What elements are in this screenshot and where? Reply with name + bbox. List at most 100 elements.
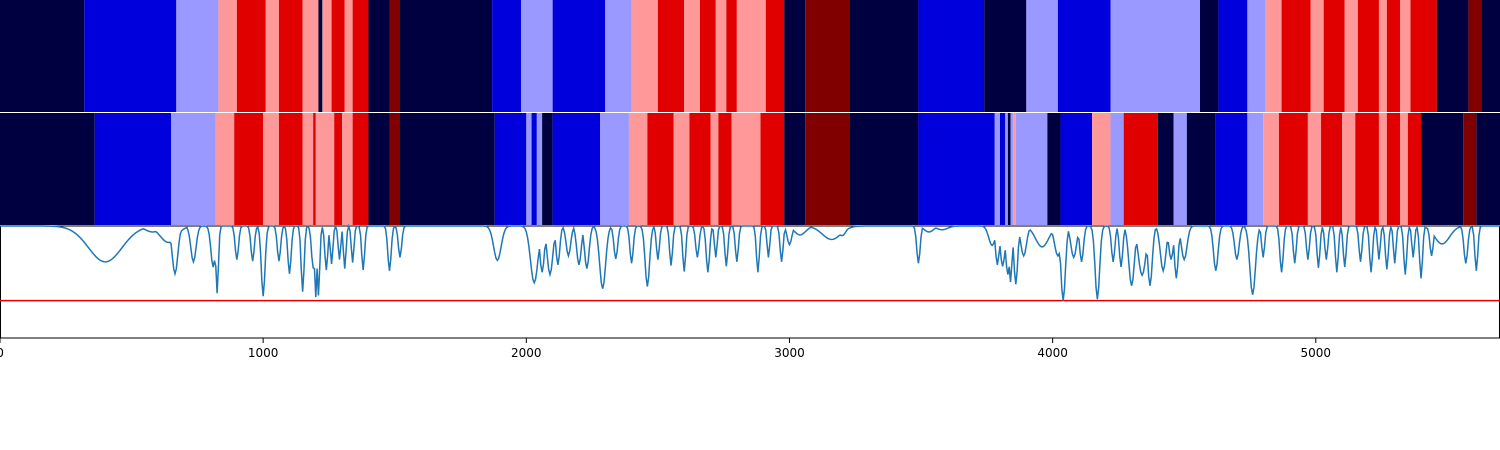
heat-segment <box>1386 0 1400 112</box>
heat-segment <box>1047 113 1061 225</box>
heat-segment <box>400 113 495 225</box>
heat-segment <box>1010 113 1014 225</box>
heat-segment <box>302 0 319 112</box>
heat-segment <box>689 113 711 225</box>
heat-segment <box>302 113 314 225</box>
heat-segment <box>400 0 493 112</box>
heat-segment <box>1013 113 1016 225</box>
heat-segment <box>389 0 400 112</box>
heat-segment <box>1378 0 1387 112</box>
heat-segment <box>1310 0 1324 112</box>
heat-segment <box>1026 0 1058 112</box>
heat-segment <box>278 113 303 225</box>
line-panel-frame <box>0 225 1500 339</box>
heat-segment <box>1400 113 1408 225</box>
heatmap-row-top <box>0 0 1500 112</box>
heat-segment <box>1355 113 1379 225</box>
x-tick-label: 5000 <box>1301 346 1332 360</box>
heat-segment <box>731 113 761 225</box>
heat-segment <box>0 113 95 225</box>
heat-segment <box>684 0 700 112</box>
heat-segment <box>171 113 216 225</box>
heat-segment <box>647 113 674 225</box>
heat-segment <box>494 113 527 225</box>
heat-segment <box>657 0 685 112</box>
heat-segment <box>234 113 264 225</box>
heat-segment <box>1247 113 1264 225</box>
heat-segment <box>1110 0 1200 112</box>
heat-segment <box>805 0 850 112</box>
heat-segment <box>1265 0 1282 112</box>
heat-segment <box>673 113 690 225</box>
heat-segment <box>600 113 629 225</box>
heat-segment <box>368 0 390 112</box>
heat-segment <box>784 0 806 112</box>
heat-segment <box>218 0 237 112</box>
heat-segment <box>318 0 323 112</box>
x-axis: 0 1000 2000 3000 4000 5000 <box>0 338 1331 360</box>
heat-segment <box>1476 113 1500 225</box>
heat-segment <box>1410 0 1437 112</box>
heat-segment <box>265 0 279 112</box>
heat-segment <box>542 113 553 225</box>
line-panel <box>0 223 1500 339</box>
heat-segment <box>552 113 600 225</box>
heat-segment <box>994 113 1000 225</box>
heat-segment <box>1092 113 1111 225</box>
heat-segment <box>1357 0 1379 112</box>
heat-segment <box>1323 0 1345 112</box>
heat-segment <box>492 0 522 112</box>
heat-segment <box>1110 113 1124 225</box>
heat-segment <box>1421 113 1464 225</box>
heat-segment <box>1173 113 1187 225</box>
heat-segment <box>1007 113 1011 225</box>
heat-segment <box>850 113 919 225</box>
heat-segment <box>313 113 316 225</box>
heat-segment <box>176 0 219 112</box>
heat-segment <box>1157 113 1174 225</box>
heat-segment <box>342 113 353 225</box>
heat-segment <box>263 113 279 225</box>
heat-segment <box>352 113 369 225</box>
heat-segment <box>389 113 400 225</box>
heat-segment <box>628 113 648 225</box>
heat-segment <box>984 0 1027 112</box>
heat-segment <box>84 0 177 112</box>
heat-segment <box>1015 113 1048 225</box>
heat-segment <box>1123 113 1158 225</box>
heat-segment <box>736 0 766 112</box>
heat-segment <box>1407 113 1422 225</box>
heat-segment <box>1218 0 1248 112</box>
heat-segment <box>718 113 732 225</box>
heat-segment <box>1281 0 1311 112</box>
heat-segment <box>521 0 553 112</box>
heat-segment <box>784 113 806 225</box>
heat-segment <box>710 113 719 225</box>
heat-segment <box>805 113 850 225</box>
heat-segment <box>315 113 335 225</box>
heat-segment <box>631 0 658 112</box>
heat-segment <box>1344 0 1358 112</box>
heat-segment <box>1247 0 1266 112</box>
heat-segment <box>850 0 919 112</box>
heat-segment <box>760 113 785 225</box>
x-tick-label: 0 <box>0 346 4 360</box>
heat-segment <box>334 113 343 225</box>
heat-segment <box>1321 113 1343 225</box>
heat-segment <box>552 0 606 112</box>
heat-segment <box>715 0 727 112</box>
heat-segment <box>765 0 785 112</box>
heat-segment <box>322 0 332 112</box>
heat-segment <box>1481 0 1500 112</box>
heat-segment <box>531 113 537 225</box>
heat-segment <box>1468 0 1482 112</box>
row-separator <box>0 112 1500 113</box>
x-tick-label: 1000 <box>248 346 279 360</box>
heat-segment <box>1400 0 1411 112</box>
heat-segment <box>236 0 266 112</box>
heat-segment <box>605 0 632 112</box>
heat-segment <box>1000 113 1006 225</box>
heat-segment <box>526 113 532 225</box>
heat-segment <box>1263 113 1279 225</box>
